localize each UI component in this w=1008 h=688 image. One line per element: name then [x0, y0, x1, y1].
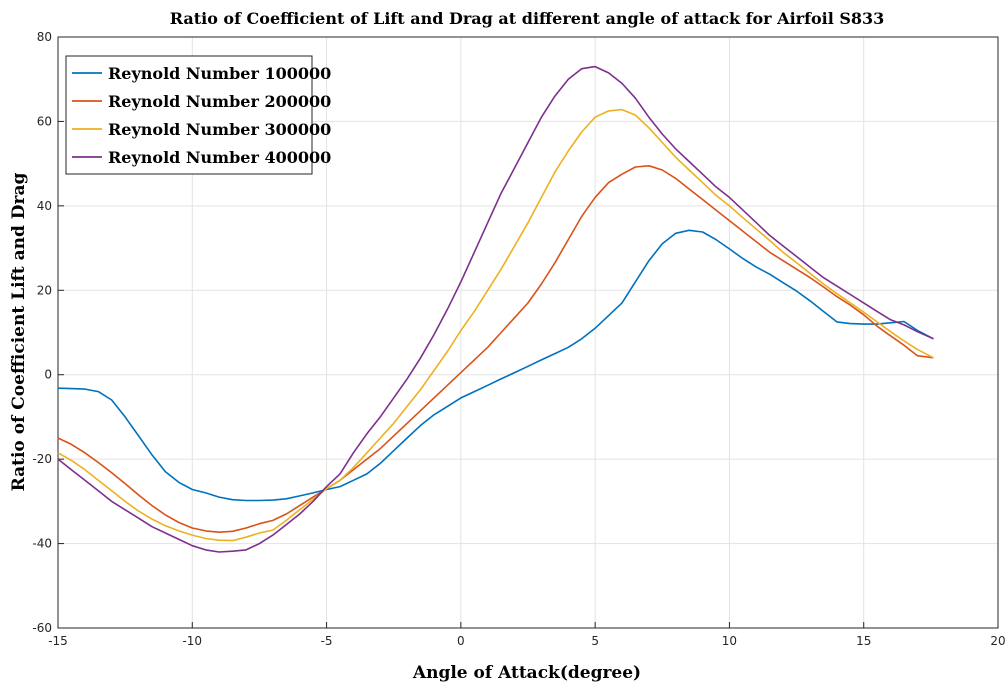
plot-area-frame: [57, 36, 999, 629]
x-tick-label: 20: [990, 634, 1005, 648]
y-axis-title: Ratio of Coefficient Lift and Drag: [9, 172, 29, 491]
y-tick-label: -40: [32, 537, 52, 551]
y-tick-label: 40: [37, 199, 52, 213]
y-tick-label: -60: [32, 621, 52, 635]
x-tick-label: -5: [321, 634, 333, 648]
y-tick-label: 20: [37, 283, 52, 297]
series-line-2: [57, 165, 934, 533]
x-tick-label: 15: [856, 634, 871, 648]
x-tick-label: -15: [48, 634, 68, 648]
legend-label-4: Reynold Number 400000: [108, 148, 331, 167]
x-axis-title: Angle of Attack(degree): [412, 663, 641, 683]
y-tick-label: 80: [37, 30, 52, 44]
x-tick-label: 0: [457, 634, 465, 648]
series-line-1: [57, 229, 934, 502]
chart-title: Ratio of Coefficient of Lift and Drag at…: [170, 9, 885, 28]
legend-label-2: Reynold Number 200000: [108, 92, 331, 111]
series-line-4: [57, 65, 934, 553]
legend-label-3: Reynold Number 300000: [108, 120, 331, 139]
axis-ticks: -15 -10 -5 0 5 10 15 20 -60 -40 -20 0 20 40 60 80: [32, 30, 1005, 648]
series-lines: [57, 65, 934, 553]
series-line-3: [57, 108, 934, 542]
y-tick-label: 60: [37, 114, 52, 128]
x-tick-label: 5: [591, 634, 599, 648]
y-tick-label: 0: [44, 368, 52, 382]
x-tick-label: 10: [722, 634, 737, 648]
x-tick-label: -10: [182, 634, 202, 648]
legend-label-1: Reynold Number 100000: [108, 64, 331, 83]
legend-box: [65, 55, 313, 175]
legend: Reynold Number 100000 Reynold Number 2000…: [65, 55, 331, 175]
y-tick-label: -20: [32, 452, 52, 466]
